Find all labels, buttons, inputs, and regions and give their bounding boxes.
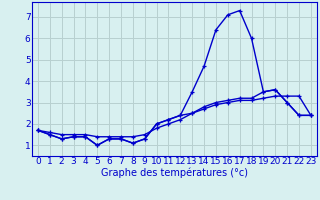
X-axis label: Graphe des températures (°c): Graphe des températures (°c) — [101, 168, 248, 178]
